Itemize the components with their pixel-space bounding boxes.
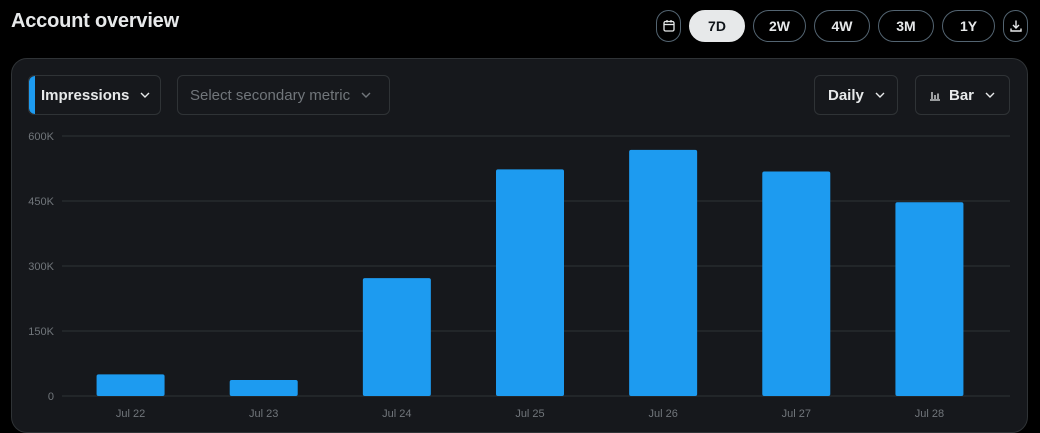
x-tick-label: Jul 23 <box>249 408 278 420</box>
range-7d-button[interactable]: 7D <box>689 10 745 42</box>
x-tick-label: Jul 27 <box>782 408 811 420</box>
y-tick-label: 0 <box>48 391 54 403</box>
chart-type-select[interactable]: Bar <box>915 75 1010 115</box>
chevron-down-icon <box>875 92 885 98</box>
interval-label: Daily <box>828 86 864 104</box>
primary-metric-color-indicator <box>29 76 35 114</box>
x-tick-label: Jul 22 <box>116 408 145 420</box>
range-2w-button[interactable]: 2W <box>753 10 806 42</box>
bar[interactable] <box>629 149 698 396</box>
x-axis-ticks: Jul 22 Jul 23 Jul 24 Jul 25 Jul 26 Jul 27 Jul … <box>116 408 944 420</box>
chart-bars <box>96 149 964 396</box>
calendar-button[interactable] <box>656 10 681 42</box>
primary-metric-label: Impressions <box>41 86 130 104</box>
chevron-down-icon <box>140 92 150 98</box>
y-tick-label: 450K <box>28 196 54 208</box>
calendar-icon <box>662 20 675 32</box>
download-icon <box>1009 20 1022 32</box>
bar[interactable] <box>895 202 964 396</box>
y-tick-label: 150K <box>28 326 54 338</box>
x-tick-label: Jul 25 <box>515 408 544 420</box>
x-tick-label: Jul 28 <box>915 408 944 420</box>
bar[interactable] <box>496 169 564 396</box>
secondary-metric-placeholder: Select secondary metric <box>190 86 351 104</box>
date-range-selector: 7D 2W 4W 3M 1Y <box>648 10 1028 42</box>
primary-metric-select[interactable]: Impressions <box>28 75 161 115</box>
chart-type-label: Bar <box>949 86 975 104</box>
y-tick-label: 600K <box>28 131 54 143</box>
x-tick-label: Jul 26 <box>648 408 677 420</box>
x-tick-label: Jul 24 <box>382 408 411 420</box>
bar[interactable] <box>762 171 831 396</box>
chart-card: 0 150K 300K 450K 600K Jul 22 Jul 23 Jul 24 Jul … <box>11 58 1028 433</box>
range-4w-button[interactable]: 4W <box>814 10 870 42</box>
chevron-down-icon <box>361 92 371 98</box>
bar-chart-icon <box>930 92 940 101</box>
bar[interactable] <box>229 379 298 396</box>
range-3m-button[interactable]: 3M <box>878 10 934 42</box>
y-axis-ticks: 0 150K 300K 450K 600K <box>28 131 54 403</box>
y-tick-label: 300K <box>28 261 54 273</box>
interval-select[interactable]: Daily <box>814 75 898 115</box>
range-1y-button[interactable]: 1Y <box>942 10 995 42</box>
bar[interactable] <box>362 278 431 396</box>
chevron-down-icon <box>985 92 995 98</box>
secondary-metric-select[interactable]: Select secondary metric <box>177 75 390 115</box>
download-button[interactable] <box>1003 10 1028 42</box>
page-title: Account overview <box>11 10 179 32</box>
bar[interactable] <box>96 374 165 396</box>
